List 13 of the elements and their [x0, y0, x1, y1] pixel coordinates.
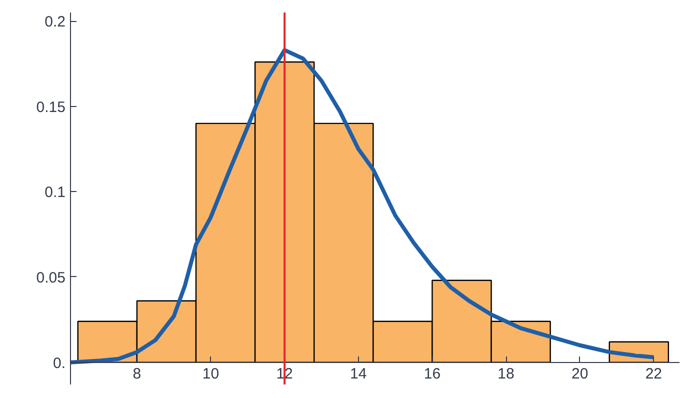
x-tick-label: 16: [424, 365, 441, 382]
x-tick-label: 20: [572, 365, 588, 382]
y-tick-label: 0.: [52, 354, 66, 372]
y-tick-label: 0.05: [36, 269, 66, 286]
y-tick-label: 0.2: [44, 14, 66, 31]
line-series: [70, 48, 656, 364]
x-tick-label: 14: [350, 365, 367, 382]
y-tick-label: 0.1: [44, 184, 66, 202]
x-tick-label: 22: [645, 365, 662, 382]
x-tick-label: 10: [202, 365, 220, 382]
x-tick-label: 18: [498, 365, 514, 382]
y-tick-label: 0.15: [36, 98, 66, 116]
x-tick-label: 8: [132, 365, 142, 382]
